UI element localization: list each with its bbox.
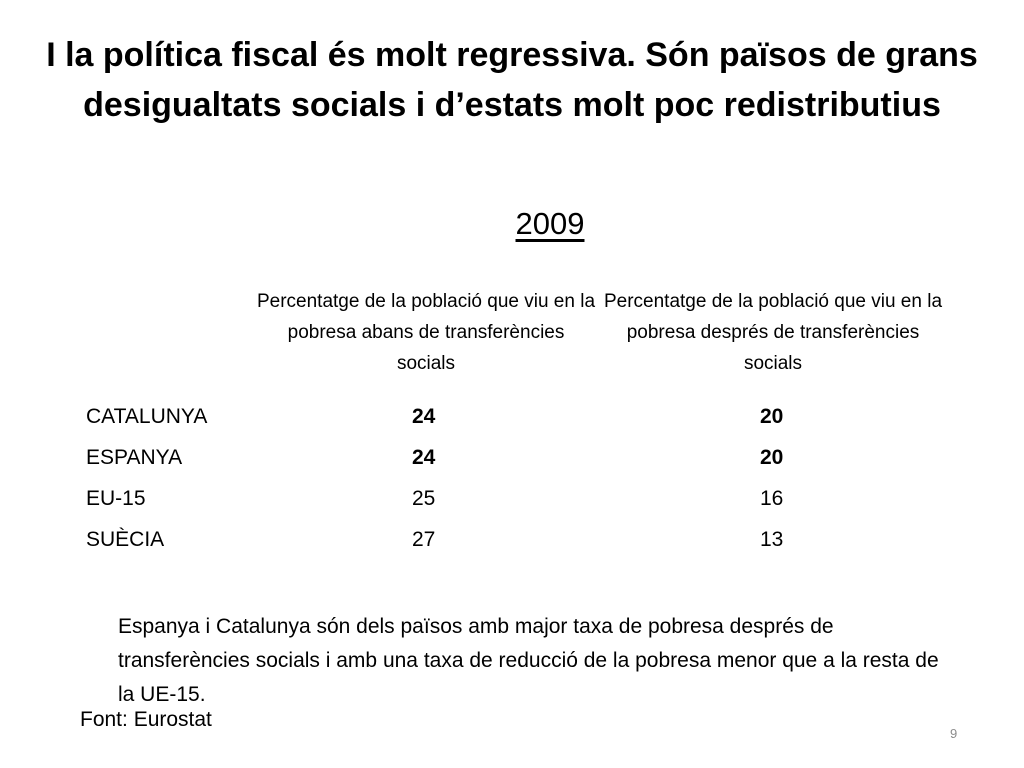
value-before-transfers: 24 bbox=[412, 446, 436, 469]
column-header-after-transfers: Percentatge de la població que viu en la… bbox=[603, 291, 943, 374]
note-paragraph: Espanya i Catalunya són dels països amb … bbox=[118, 615, 939, 706]
value-after-transfers: 13 bbox=[760, 528, 784, 551]
page-number: 9 bbox=[950, 726, 958, 741]
country-label: SUÈCIA bbox=[86, 528, 165, 551]
table-row: CATALUNYA 24 20 bbox=[0, 397, 1024, 437]
source-citation: Font: Eurostat bbox=[80, 708, 212, 731]
column-header-before-transfers: Percentatge de la població que viu en la… bbox=[256, 291, 596, 374]
value-before-transfers: 24 bbox=[412, 405, 436, 428]
table-row: EU-15 25 16 bbox=[0, 479, 1024, 519]
value-after-transfers: 20 bbox=[760, 446, 784, 469]
country-label: CATALUNYA bbox=[86, 405, 208, 428]
value-before-transfers: 25 bbox=[412, 487, 436, 510]
table-row: ESPANYA 24 20 bbox=[0, 438, 1024, 478]
value-before-transfers: 27 bbox=[412, 528, 436, 551]
slide-title: I la política fiscal és molt regressiva.… bbox=[46, 36, 978, 124]
country-label: EU-15 bbox=[86, 487, 146, 510]
value-after-transfers: 20 bbox=[760, 405, 784, 428]
table-row: SUÈCIA 27 13 bbox=[0, 520, 1024, 560]
country-label: ESPANYA bbox=[86, 446, 183, 469]
value-after-transfers: 16 bbox=[760, 487, 784, 510]
year-heading: 2009 bbox=[515, 206, 585, 241]
